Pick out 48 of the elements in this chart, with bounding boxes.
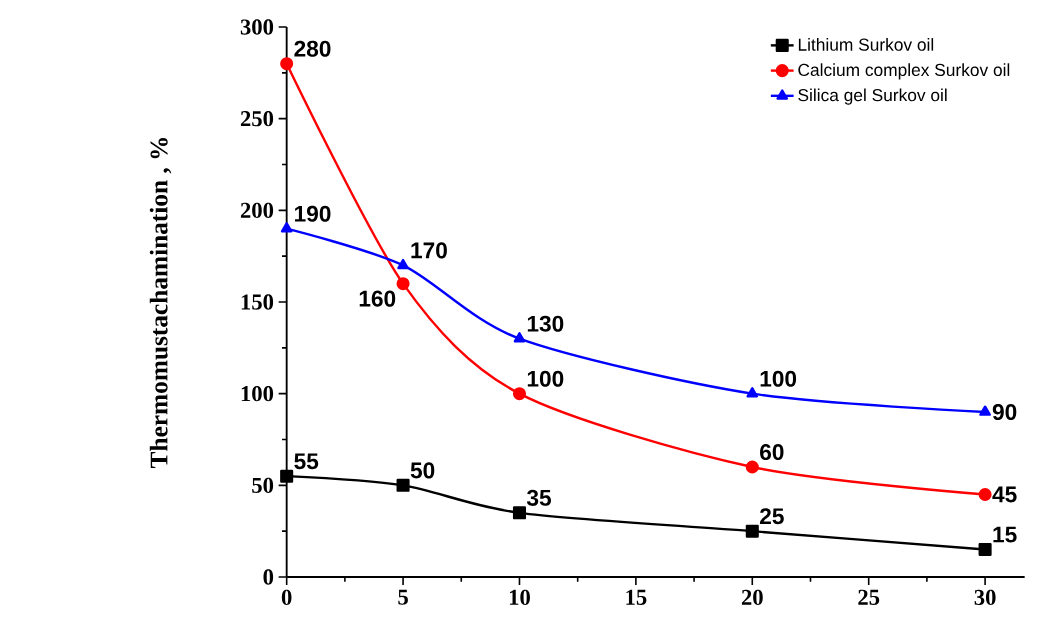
point: [512, 506, 527, 520]
data-label: 280: [294, 40, 331, 57]
point: [978, 487, 992, 502]
point: [978, 542, 992, 557]
data-label: 25: [760, 508, 784, 525]
x-tick-label: 15: [626, 589, 647, 605]
point: [396, 277, 410, 291]
y-tick-label: 50: [252, 477, 274, 493]
y-tick-label: 300: [240, 19, 274, 35]
point: [745, 524, 759, 538]
y-tick-label: 150: [241, 294, 274, 310]
data-label: 15: [993, 526, 1017, 543]
data-label: 130: [527, 315, 564, 332]
data-label: 190: [295, 205, 331, 222]
y-axis-title: Thermomustachamination , %: [149, 137, 172, 469]
data-label: 60: [760, 444, 784, 461]
data-label: 160: [359, 290, 396, 307]
data-label: 35: [526, 489, 551, 506]
data-label: 50: [410, 462, 435, 479]
point: [512, 387, 527, 401]
x-tick-label: 20: [741, 589, 763, 606]
x-tick-label: 30: [974, 589, 996, 606]
point: [513, 332, 526, 343]
point: [745, 460, 759, 474]
point: [280, 469, 294, 483]
legend-label: Calcium complex Surkov oil: [798, 63, 1010, 80]
data-label: 55: [294, 453, 319, 470]
x-tick-label: 25: [858, 589, 880, 605]
point: [280, 57, 294, 71]
point: [280, 222, 293, 233]
y-tick-label: 100: [241, 386, 274, 402]
y-tick-label: 200: [240, 202, 274, 218]
x-tick-label: 10: [509, 589, 530, 606]
x-tick-label: 0: [281, 589, 292, 606]
legend-label: Silica gel Surkov oil: [798, 88, 947, 105]
legend-label: Lithium Surkov oil: [798, 38, 934, 51]
point: [396, 478, 410, 492]
data-label: 90: [992, 403, 1017, 421]
point: [397, 258, 409, 270]
point: [979, 405, 991, 416]
point: [746, 387, 759, 398]
y-tick-label: 0: [263, 569, 274, 585]
data-label: 45: [992, 486, 1017, 503]
y-tick-label: 250: [240, 111, 274, 127]
data-label: 170: [411, 242, 447, 259]
data-label: 100: [527, 370, 564, 387]
x-tick-label: 5: [398, 589, 408, 605]
data-label: 100: [760, 370, 797, 387]
